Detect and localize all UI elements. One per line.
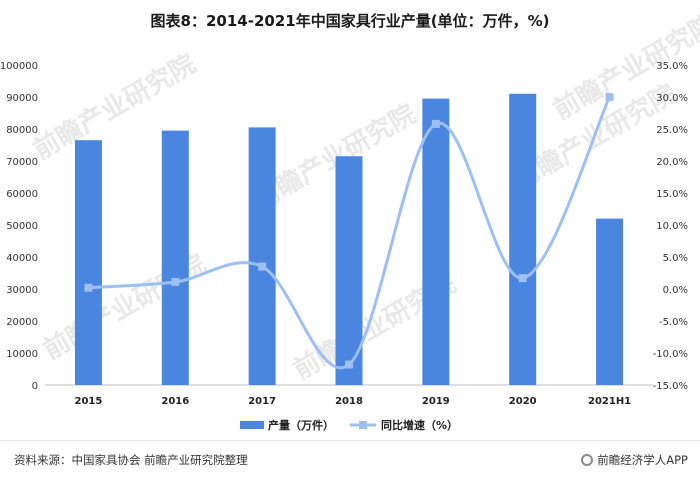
line-series (84, 93, 614, 370)
y-left-tick-label: 10000 (6, 349, 38, 360)
y-left-tick-label: 90000 (6, 93, 38, 104)
bar (161, 130, 189, 385)
y-right-tick-label: -5.0% (659, 317, 688, 328)
y-left-tick-label: 0 (32, 381, 38, 392)
y-right-tick-label: 0.0% (663, 285, 688, 296)
y-right-tick-label: 35.0% (656, 61, 688, 72)
x-tick-label: 2016 (161, 396, 189, 407)
y-right-tick-label: -10.0% (653, 349, 688, 360)
y-right-tick-label: 10.0% (656, 221, 688, 232)
y-left-tick-label: 70000 (6, 157, 38, 168)
legend: 产量（万件） 同比增速（%） (240, 418, 458, 432)
y-left-tick-label: 60000 (6, 189, 38, 200)
x-tick-label: 2019 (422, 396, 450, 407)
y-axis-right: -15.0% -10.0% -5.0% 0.0% 5.0% 10.0% 15.0% 20.0%… (653, 61, 688, 392)
y-right-tick-label: 15.0% (656, 189, 688, 200)
y-right-tick-label: 30.0% (656, 93, 688, 104)
x-tick-label: 2018 (335, 396, 363, 407)
bar (509, 93, 537, 386)
bar (422, 98, 450, 385)
x-tick-label: 2021H1 (588, 396, 631, 407)
source-note: 资料来源：中国家具协会 前瞻产业研究院整理 (14, 453, 248, 467)
x-tick-label: 2015 (75, 396, 103, 407)
chart-title: 图表8：2014-2021年中国家具行业产量(单位：万件，%) (150, 12, 550, 30)
line-marker (84, 283, 93, 292)
line-marker (518, 274, 527, 283)
y-left-tick-label: 50000 (6, 221, 38, 232)
line-marker (605, 93, 614, 101)
x-tick-label: 2017 (248, 396, 276, 407)
y-right-tick-label: -15.0% (653, 381, 688, 392)
y-left-tick-label: 30000 (6, 285, 38, 296)
line-marker (258, 262, 267, 271)
bar-series (74, 93, 624, 386)
x-axis-ticks: 2015 2016 2017 2018 2019 2020 2021H1 (75, 396, 632, 407)
legend-bar-swatch (240, 421, 264, 429)
footer-divider (0, 440, 700, 441)
x-tick-label: 2020 (509, 396, 537, 407)
brand-logo-icon (581, 454, 594, 466)
line-marker (171, 277, 180, 286)
y-left-tick-label: 40000 (6, 253, 38, 264)
y-left-tick-label: 20000 (6, 317, 38, 328)
y-right-tick-label: 25.0% (656, 125, 688, 136)
y-right-tick-label: 20.0% (656, 157, 688, 168)
line-marker (345, 360, 353, 369)
legend-line-marker (359, 421, 367, 429)
bar (74, 140, 102, 385)
y-right-tick-label: 5.0% (663, 253, 688, 264)
bar (596, 218, 624, 385)
legend-bar-label: 产量（万件） (268, 418, 334, 432)
bar (335, 156, 363, 385)
y-axis-left: 0 10000 20000 30000 40000 50000 60000 70000 8000… (0, 61, 38, 392)
brand-name: 前瞻经济学人APP (597, 453, 688, 467)
bar (248, 127, 276, 386)
legend-line-label: 同比增速（%） (381, 418, 458, 432)
y-left-tick-label: 80000 (6, 125, 38, 136)
line-marker (431, 119, 440, 128)
brand-footer: 前瞻经济学人APP (581, 452, 688, 468)
y-left-tick-label: 100000 (0, 61, 38, 72)
